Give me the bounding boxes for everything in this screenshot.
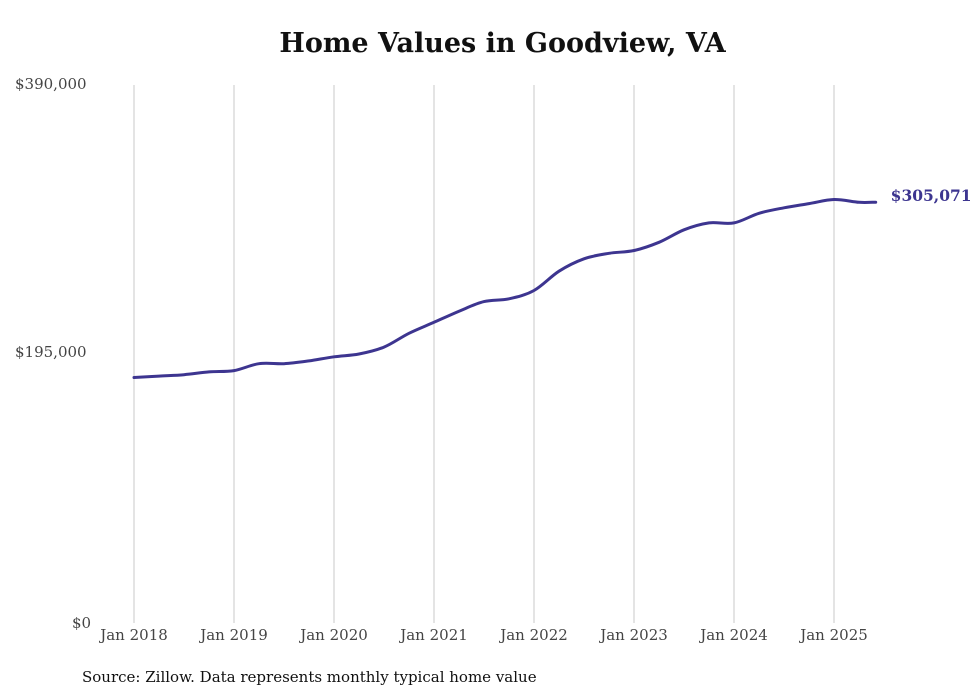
x-tick-label: Jan 2025 <box>798 626 868 644</box>
x-tick-label: Jan 2018 <box>98 626 168 644</box>
series-line <box>132 197 878 379</box>
end-value-label: $305,071 <box>891 186 972 205</box>
chart-title: Home Values in Goodview, VA <box>279 28 726 59</box>
y-tick-label: $390,000 <box>15 75 87 93</box>
x-tick-label: Jan 2021 <box>398 626 468 644</box>
y-tick-label: $0 <box>72 614 92 632</box>
y-tick-label: $195,000 <box>15 343 87 361</box>
x-tick-label: Jan 2024 <box>698 626 768 644</box>
x-tick-label: Jan 2023 <box>598 626 668 644</box>
x-tick-label: Jan 2020 <box>298 626 368 644</box>
x-tick-label: Jan 2019 <box>198 626 268 644</box>
source-note: Source: Zillow. Data represents monthly … <box>82 668 537 686</box>
x-tick-label: Jan 2022 <box>498 626 568 644</box>
